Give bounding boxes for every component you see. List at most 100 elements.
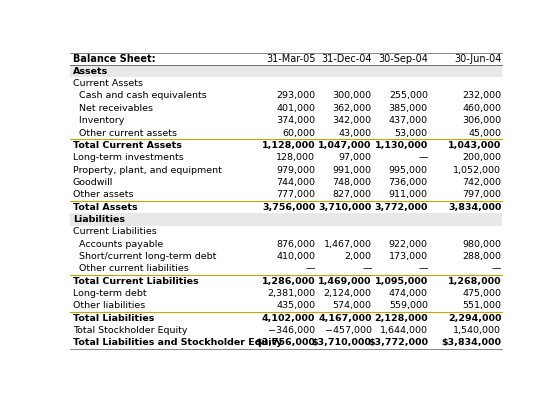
Text: 460,000: 460,000 — [463, 104, 501, 113]
Text: 45,000: 45,000 — [468, 129, 501, 138]
Text: Current Assets: Current Assets — [73, 79, 143, 88]
Bar — [70, 176, 502, 188]
Text: 385,000: 385,000 — [389, 104, 428, 113]
Text: 1,052,000: 1,052,000 — [453, 166, 501, 174]
Text: 827,000: 827,000 — [333, 190, 372, 199]
Bar — [70, 263, 502, 275]
Text: 200,000: 200,000 — [463, 153, 501, 162]
Text: 1,095,000: 1,095,000 — [374, 277, 428, 286]
Text: 288,000: 288,000 — [463, 252, 501, 261]
Text: 300,000: 300,000 — [333, 91, 372, 101]
Bar — [70, 201, 502, 213]
Text: 551,000: 551,000 — [463, 302, 501, 310]
Text: 173,000: 173,000 — [389, 252, 428, 261]
Bar — [70, 77, 502, 90]
Text: $3,772,000: $3,772,000 — [368, 338, 428, 348]
Bar — [70, 250, 502, 263]
Text: 1,268,000: 1,268,000 — [448, 277, 501, 286]
Text: —: — — [362, 264, 372, 273]
Text: 255,000: 255,000 — [389, 91, 428, 101]
Text: 2,000: 2,000 — [345, 252, 372, 261]
Bar — [70, 152, 502, 164]
Bar — [70, 213, 502, 226]
Bar — [70, 300, 502, 312]
Text: Total Liabilities: Total Liabilities — [73, 314, 154, 323]
Text: 293,000: 293,000 — [276, 91, 315, 101]
Text: Cash and cash equivalents: Cash and cash equivalents — [73, 91, 206, 101]
Text: Current Liabilities: Current Liabilities — [73, 227, 157, 236]
Text: Goodwill: Goodwill — [73, 178, 113, 187]
Bar — [70, 226, 502, 238]
Text: Other liabilities: Other liabilities — [73, 302, 145, 310]
Text: 1,130,000: 1,130,000 — [374, 141, 428, 150]
Text: $3,710,000: $3,710,000 — [312, 338, 372, 348]
Text: 1,286,000: 1,286,000 — [262, 277, 315, 286]
Text: 475,000: 475,000 — [463, 289, 501, 298]
Text: 232,000: 232,000 — [462, 91, 501, 101]
Bar — [70, 90, 502, 102]
Bar — [70, 275, 502, 288]
Text: 97,000: 97,000 — [339, 153, 372, 162]
Text: 1,540,000: 1,540,000 — [453, 326, 501, 335]
Text: 1,644,000: 1,644,000 — [380, 326, 428, 335]
Text: 342,000: 342,000 — [333, 116, 372, 125]
Bar — [70, 238, 502, 250]
Text: 797,000: 797,000 — [463, 190, 501, 199]
Text: 401,000: 401,000 — [276, 104, 315, 113]
Text: —: — — [418, 264, 428, 273]
Bar — [70, 312, 502, 324]
Bar — [70, 337, 502, 349]
Text: 374,000: 374,000 — [276, 116, 315, 125]
Text: Long-term investments: Long-term investments — [73, 153, 184, 162]
Text: 4,167,000: 4,167,000 — [318, 314, 372, 323]
Text: Inventory: Inventory — [73, 116, 124, 125]
Text: 2,294,000: 2,294,000 — [448, 314, 501, 323]
Text: Property, plant, and equipment: Property, plant, and equipment — [73, 166, 222, 174]
Text: 31-Dec-04: 31-Dec-04 — [321, 54, 372, 64]
Bar — [70, 102, 502, 115]
Text: Total Current Assets: Total Current Assets — [73, 141, 182, 150]
Bar — [70, 324, 502, 337]
Text: 435,000: 435,000 — [276, 302, 315, 310]
Text: 3,772,000: 3,772,000 — [374, 203, 428, 212]
Bar — [70, 188, 502, 201]
Text: Other current liabilities: Other current liabilities — [73, 264, 189, 273]
Text: 574,000: 574,000 — [333, 302, 372, 310]
Text: 980,000: 980,000 — [463, 240, 501, 249]
Text: 1,047,000: 1,047,000 — [318, 141, 372, 150]
Text: 4,102,000: 4,102,000 — [262, 314, 315, 323]
Text: 1,469,000: 1,469,000 — [318, 277, 372, 286]
Text: Liabilities: Liabilities — [73, 215, 125, 224]
Text: 30-Sep-04: 30-Sep-04 — [378, 54, 428, 64]
Text: −346,000: −346,000 — [268, 326, 315, 335]
Text: 876,000: 876,000 — [276, 240, 315, 249]
Text: Total Stockholder Equity: Total Stockholder Equity — [73, 326, 187, 335]
Text: 43,000: 43,000 — [339, 129, 372, 138]
Text: Short/current long-term debt: Short/current long-term debt — [73, 252, 216, 261]
Text: 922,000: 922,000 — [389, 240, 428, 249]
Text: Total Assets: Total Assets — [73, 203, 137, 212]
Text: 736,000: 736,000 — [389, 178, 428, 187]
Text: Assets: Assets — [73, 67, 108, 76]
Bar — [70, 115, 502, 127]
Text: Net receivables: Net receivables — [73, 104, 153, 113]
Text: Other current assets: Other current assets — [73, 129, 177, 138]
Text: Long-term debt: Long-term debt — [73, 289, 146, 298]
Bar — [70, 288, 502, 300]
Bar — [70, 164, 502, 176]
Text: 979,000: 979,000 — [276, 166, 315, 174]
Text: 1,128,000: 1,128,000 — [262, 141, 315, 150]
Text: 306,000: 306,000 — [462, 116, 501, 125]
Text: Total Current Liabilities: Total Current Liabilities — [73, 277, 199, 286]
Text: 777,000: 777,000 — [276, 190, 315, 199]
Text: −457,000: −457,000 — [325, 326, 372, 335]
Text: 748,000: 748,000 — [333, 178, 372, 187]
Text: Balance Sheet:: Balance Sheet: — [73, 54, 155, 64]
Text: 31-Mar-05: 31-Mar-05 — [266, 54, 315, 64]
Text: 3,834,000: 3,834,000 — [448, 203, 501, 212]
Text: 995,000: 995,000 — [389, 166, 428, 174]
Text: 911,000: 911,000 — [389, 190, 428, 199]
Text: 1,467,000: 1,467,000 — [324, 240, 372, 249]
Text: —: — — [306, 264, 315, 273]
Text: —: — — [418, 153, 428, 162]
